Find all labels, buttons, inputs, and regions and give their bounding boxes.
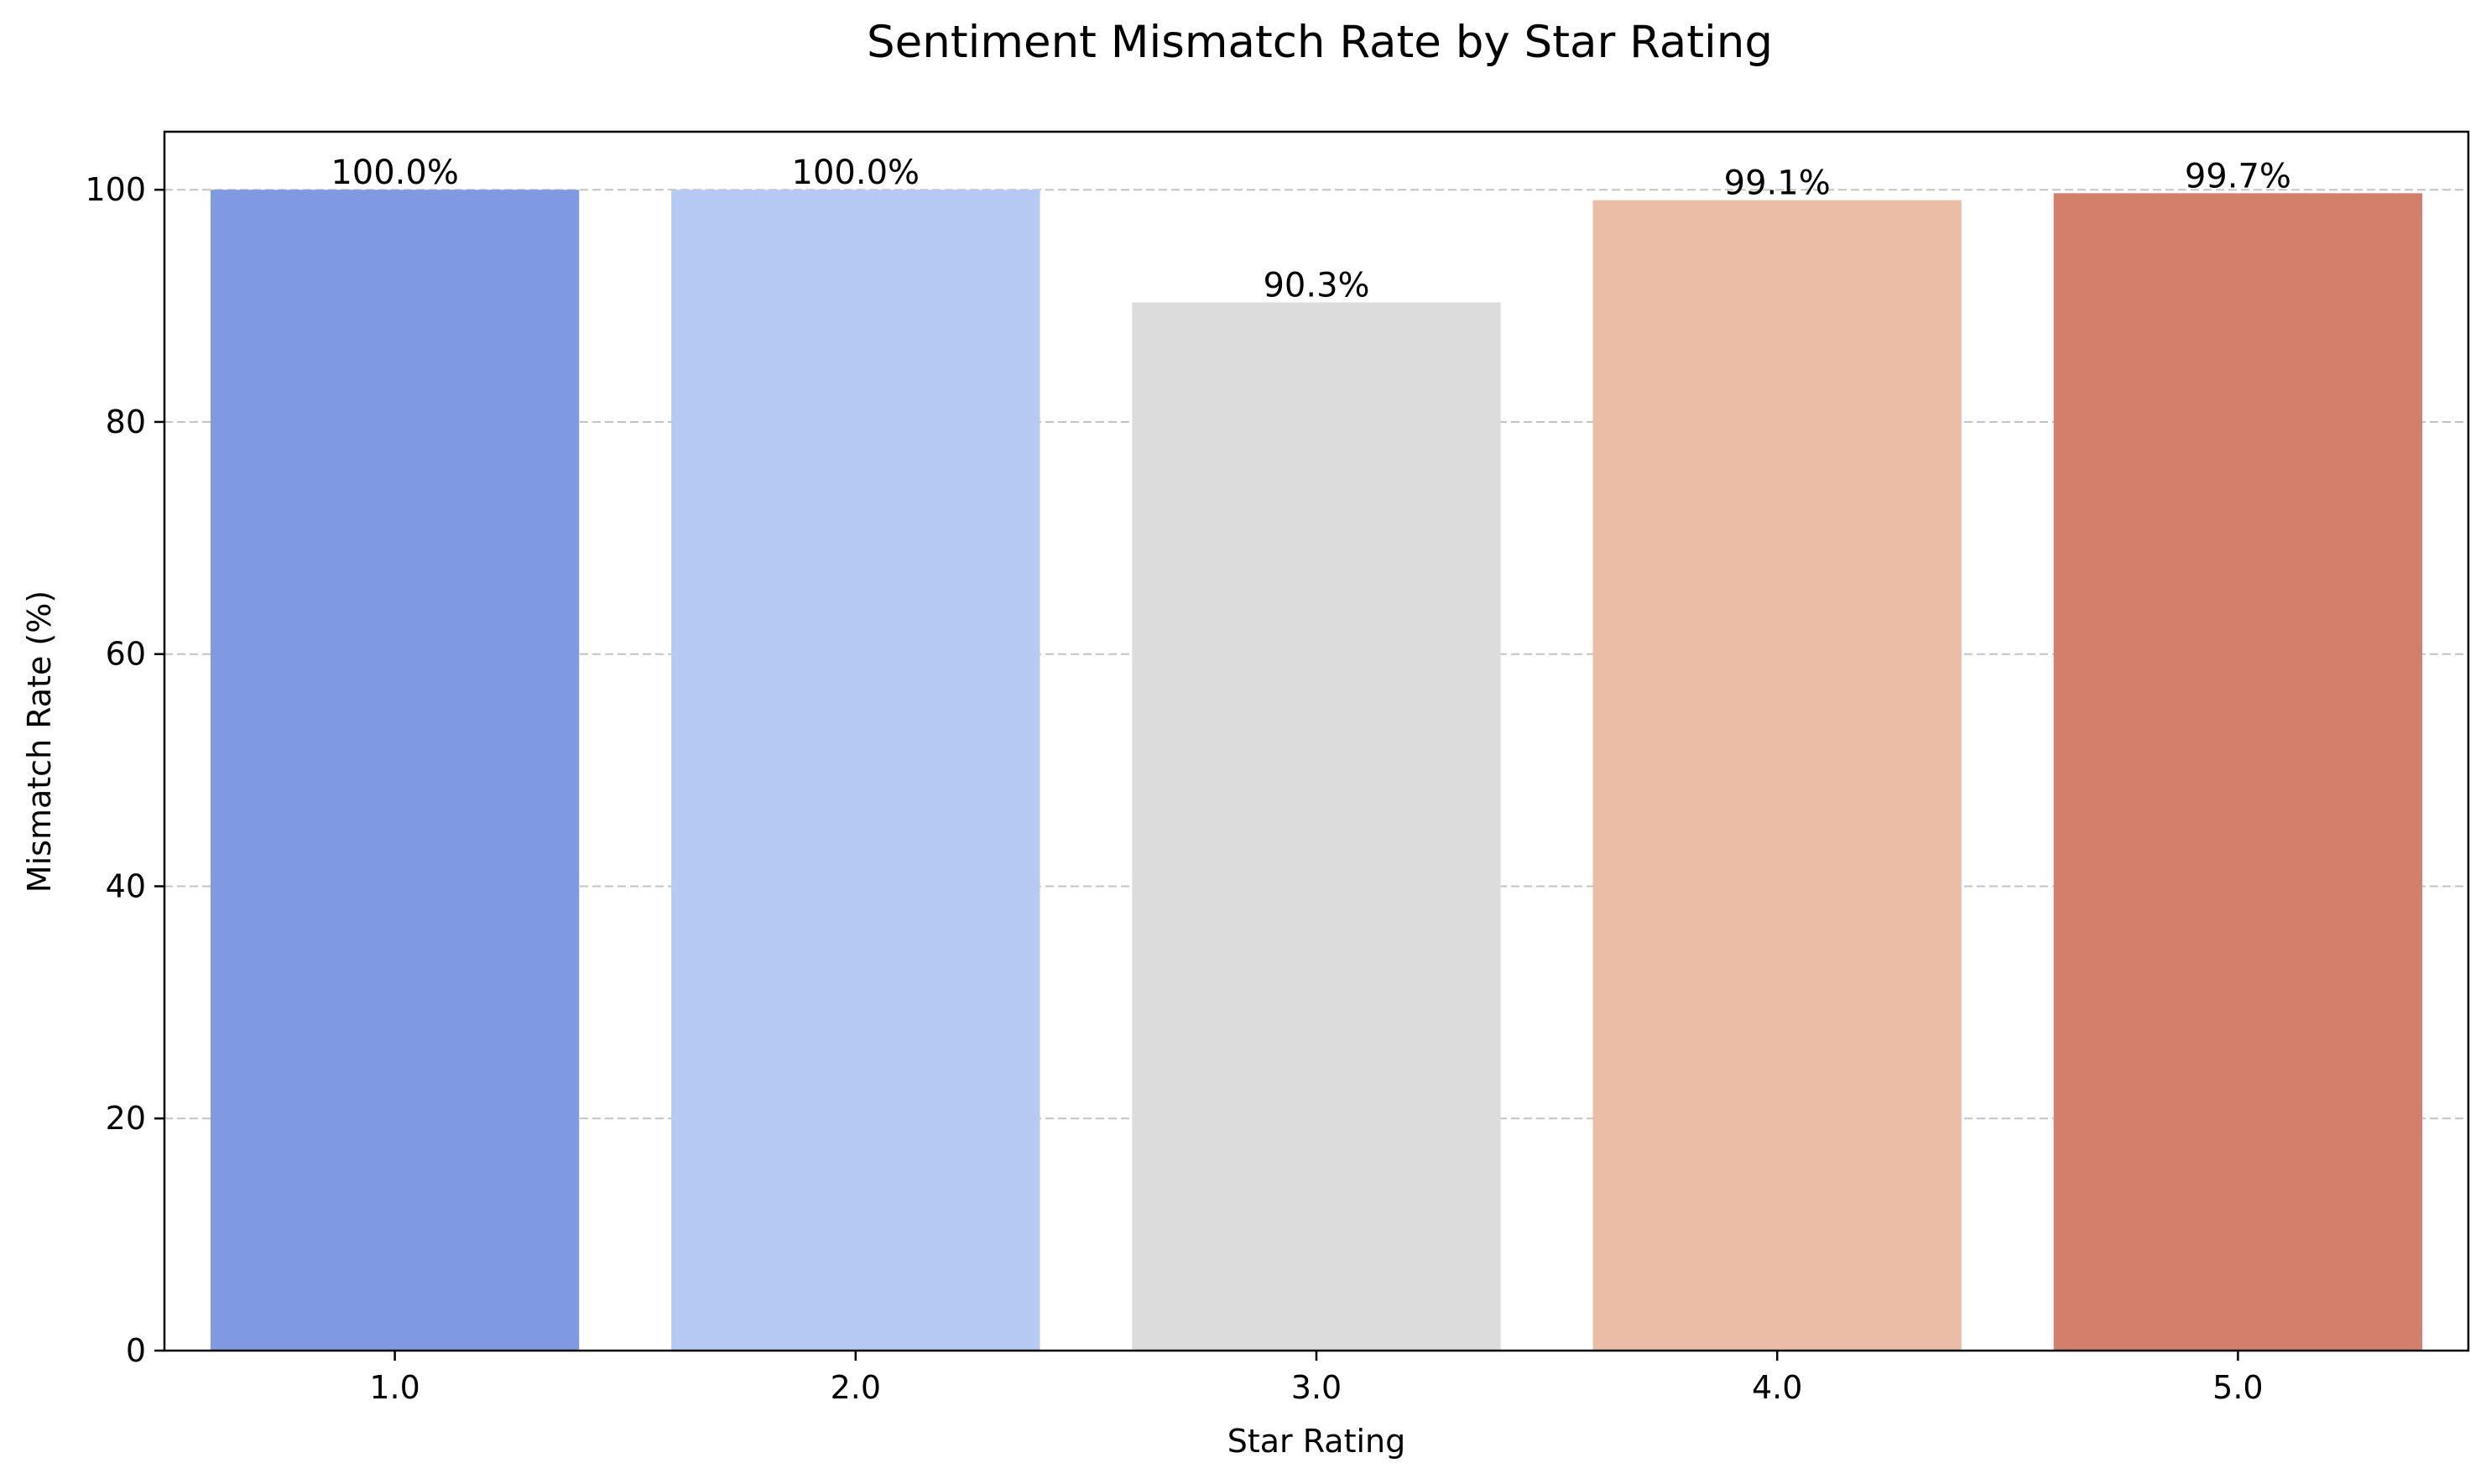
bar-value-labels: 100.0% 100.0% 90.3% 99.1% 99.7% bbox=[331, 154, 2291, 305]
y-tick-label: 100 bbox=[85, 171, 146, 208]
y-tick-label: 80 bbox=[106, 404, 146, 440]
y-axis-label: Mismatch Rate (%) bbox=[21, 591, 58, 893]
bar bbox=[671, 190, 1040, 1351]
x-tick-label: 4.0 bbox=[1752, 1369, 1802, 1406]
y-tick-label: 0 bbox=[126, 1332, 146, 1369]
bar bbox=[1132, 302, 1501, 1351]
y-tick-label: 20 bbox=[106, 1100, 146, 1137]
bar bbox=[1592, 200, 1962, 1351]
bar bbox=[2053, 193, 2423, 1351]
x-tick-label: 3.0 bbox=[1291, 1369, 1342, 1406]
bar-value-label: 90.3% bbox=[1263, 266, 1369, 305]
bar-value-label: 99.1% bbox=[1724, 164, 1831, 203]
x-axis-label: Star Rating bbox=[1227, 1423, 1406, 1460]
x-tick-label: 2.0 bbox=[831, 1369, 881, 1406]
y-tick-label: 40 bbox=[106, 867, 146, 904]
x-axis-ticks: 1.0 2.0 3.0 4.0 5.0 bbox=[369, 1351, 2264, 1406]
chart-title: Sentiment Mismatch Rate by Star Rating bbox=[867, 17, 1773, 68]
x-tick-label: 1.0 bbox=[369, 1369, 420, 1406]
bar-value-label: 99.7% bbox=[2185, 157, 2291, 195]
bar-value-label: 100.0% bbox=[331, 154, 459, 192]
y-axis-ticks: 0 20 40 60 80 100 bbox=[85, 171, 164, 1369]
y-tick-label: 60 bbox=[106, 636, 146, 673]
bars bbox=[210, 190, 2423, 1351]
bar bbox=[210, 190, 580, 1351]
bar-value-label: 100.0% bbox=[792, 154, 920, 192]
x-tick-label: 5.0 bbox=[2212, 1369, 2263, 1406]
